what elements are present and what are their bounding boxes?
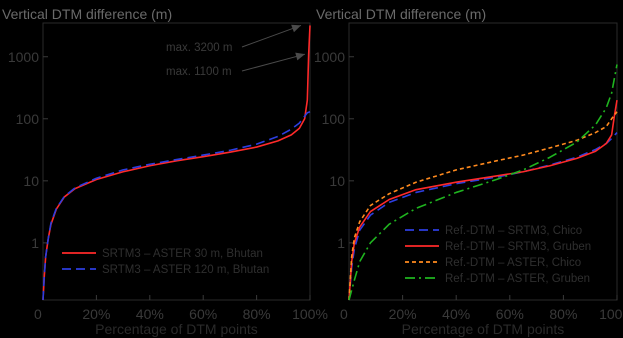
- legend-label: Ref.-DTM – SRTM3, Gruben: [445, 241, 591, 253]
- annotation-arrowhead: [295, 52, 305, 61]
- y-tick-label: 100: [322, 111, 346, 127]
- y-tick-label: 1: [337, 235, 345, 251]
- legend-label: Ref.-DTM – ASTER, Gruben: [445, 273, 590, 285]
- legend-label: Ref.-DTM – SRTM3, Chico: [445, 225, 582, 237]
- x-axis-label: Percentage of DTM points: [95, 321, 258, 337]
- series-line-3: [348, 111, 618, 301]
- y-tick-label: 10: [23, 173, 39, 189]
- x-tick-label: 60%: [496, 306, 524, 322]
- legend: SRTM3 – ASTER 30 m, Bhutan SRTM3 – ASTER …: [62, 248, 269, 276]
- legend-label: Ref.-DTM – ASTER, Chico: [445, 257, 581, 269]
- legend: Ref.-DTM – SRTM3, Chico Ref.-DTM – SRTM3,…: [405, 225, 591, 285]
- plot-frame: [42, 22, 311, 301]
- chart-title: Vertical DTM difference (m): [316, 6, 486, 22]
- x-tick-label: 100%: [599, 306, 623, 322]
- series-line-1: [42, 25, 311, 301]
- x-tick-label: 20%: [82, 306, 110, 322]
- x-tick-label: 80%: [549, 306, 577, 322]
- annotation-arrowhead: [291, 24, 301, 33]
- y-tick-label: 100: [16, 111, 40, 127]
- annotation-arrow: [241, 24, 302, 48]
- annotation-text: max. 3200 m: [166, 42, 232, 54]
- x-tick-label: 80%: [243, 306, 271, 322]
- x-tick-label: 40%: [136, 306, 164, 322]
- chart-panel-1: Vertical DTM difference (m) 1 10 100 1000 0 20…: [2, 6, 328, 337]
- chart-title: Vertical DTM difference (m): [2, 6, 172, 22]
- series-line-4: [348, 64, 618, 301]
- plot-frame: [348, 22, 618, 301]
- chart-panel-2: Vertical DTM difference (m) 1 10 100 1000 0 20…: [314, 6, 623, 337]
- annotation-arrow: [241, 53, 306, 72]
- x-tick-label: 40%: [442, 306, 470, 322]
- series-line-1: [348, 132, 618, 301]
- annotation-text: max. 1100 m: [166, 66, 232, 78]
- x-tick-label: 0: [340, 306, 348, 322]
- legend-label: SRTM3 – ASTER 120 m, Bhutan: [102, 264, 269, 276]
- series-line-2: [42, 110, 311, 301]
- y-tick-label: 1000: [314, 49, 345, 65]
- y-tick-label: 10: [329, 173, 345, 189]
- series-line-2: [348, 99, 618, 301]
- x-tick-label: 60%: [189, 306, 217, 322]
- x-tick-label: 100%: [292, 306, 328, 322]
- y-tick-label: 1: [31, 235, 39, 251]
- y-tick-label: 1000: [8, 49, 39, 65]
- x-axis-label: Percentage of DTM points: [402, 321, 565, 337]
- legend-label: SRTM3 – ASTER 30 m, Bhutan: [102, 248, 263, 260]
- x-tick-label: 0: [34, 306, 42, 322]
- x-tick-label: 20%: [389, 306, 417, 322]
